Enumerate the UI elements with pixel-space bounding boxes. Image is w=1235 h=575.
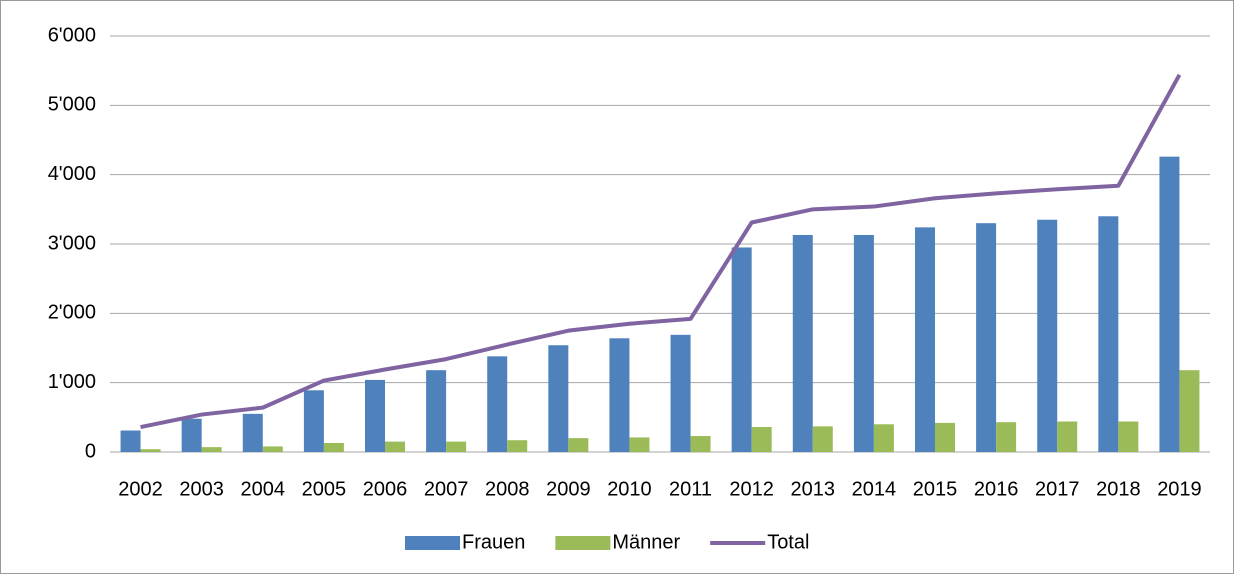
bar <box>690 436 711 452</box>
bar <box>996 422 1017 452</box>
x-tick-label: 2015 <box>913 478 958 500</box>
x-tick-label: 2007 <box>424 478 469 500</box>
x-tick-label: 2005 <box>302 478 347 500</box>
y-tick-label: 4'000 <box>48 163 96 185</box>
bar <box>873 424 894 452</box>
bar <box>853 234 874 452</box>
bar <box>548 345 569 452</box>
bar <box>1037 219 1058 452</box>
bar <box>568 438 589 452</box>
bar <box>1159 156 1180 452</box>
x-tick-label: 2006 <box>363 478 408 500</box>
x-tick-label: 2019 <box>1157 478 1202 500</box>
bar <box>1118 421 1139 452</box>
legend-swatch <box>405 536 460 550</box>
bar <box>487 356 508 452</box>
y-tick-label: 6'000 <box>48 24 96 46</box>
bar <box>140 449 161 452</box>
x-tick-label: 2013 <box>791 478 836 500</box>
y-tick-label: 3'000 <box>48 232 96 254</box>
x-tick-label: 2011 <box>669 478 712 500</box>
bar <box>976 223 997 452</box>
x-tick-label: 2012 <box>729 478 774 500</box>
bar <box>120 430 141 452</box>
y-tick-label: 0 <box>85 440 96 462</box>
x-tick-label: 2004 <box>241 478 286 500</box>
x-tick-label: 2016 <box>974 478 1019 500</box>
x-tick-label: 2009 <box>546 478 591 500</box>
y-tick-label: 5'000 <box>48 94 96 116</box>
bar <box>1057 421 1078 452</box>
bar <box>812 426 833 452</box>
x-tick-label: 2014 <box>852 478 897 500</box>
y-tick-label: 2'000 <box>48 302 96 324</box>
x-tick-label: 2010 <box>607 478 652 500</box>
line <box>140 73 1182 429</box>
bar <box>181 418 202 452</box>
bar <box>385 441 405 452</box>
x-tick-label: 2008 <box>485 478 530 500</box>
bar <box>262 446 283 452</box>
x-tick-label: 2002 <box>118 478 163 500</box>
bar <box>303 390 324 452</box>
x-tick-label: 2018 <box>1096 478 1141 500</box>
bar <box>201 447 222 452</box>
bar <box>670 334 691 452</box>
bar <box>935 422 955 452</box>
bar <box>1098 216 1119 452</box>
bar <box>792 234 813 452</box>
x-tick-label: 2003 <box>179 478 224 500</box>
legend-label: Frauen <box>462 531 525 553</box>
bar <box>731 247 752 452</box>
bar <box>751 427 772 452</box>
bar <box>446 441 467 452</box>
bar <box>629 437 650 452</box>
bar <box>507 440 528 452</box>
bar <box>915 227 935 452</box>
legend-label: Total <box>767 531 809 553</box>
bar <box>609 338 630 452</box>
y-tick-label: 1'000 <box>48 371 96 393</box>
bar <box>426 370 447 452</box>
legend-label: Männer <box>612 531 680 553</box>
x-tick-label: 2017 <box>1035 478 1080 500</box>
bar <box>1179 370 1200 452</box>
bar <box>365 379 385 452</box>
bar <box>323 442 344 452</box>
bar <box>242 413 263 452</box>
legend-swatch <box>555 536 611 550</box>
